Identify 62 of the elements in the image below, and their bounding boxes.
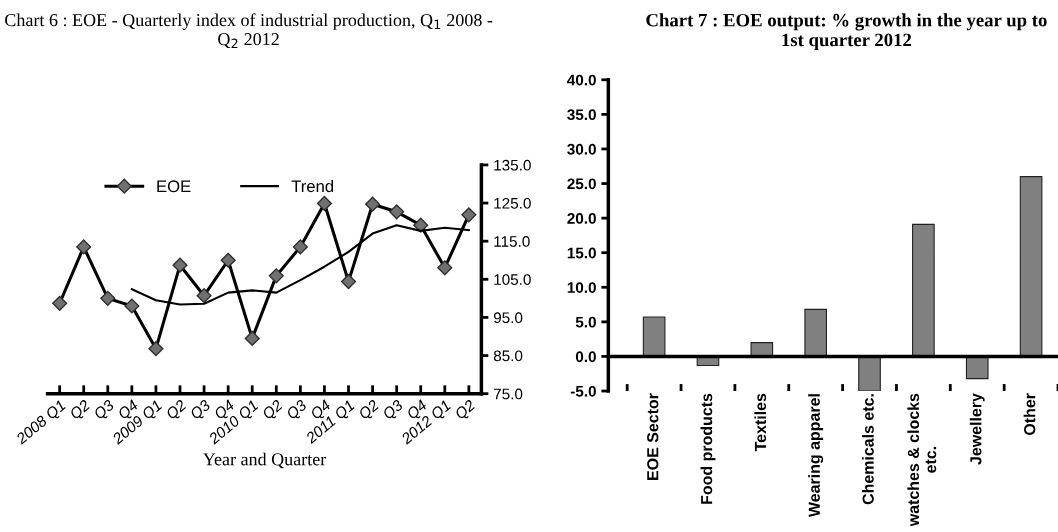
- point: [292, 239, 308, 255]
- y-tick-label: 25.0: [567, 178, 596, 190]
- point: [52, 295, 68, 311]
- x-tick-label: Jewellery: [969, 393, 985, 465]
- x-tick-label: Q3: [381, 398, 406, 422]
- y-tick-label: 5.0: [575, 316, 596, 328]
- y-tick-label: 40.0: [567, 74, 596, 86]
- y-tick-label: 35.0: [567, 109, 596, 121]
- x-tick-label: Q3: [285, 398, 310, 422]
- x-tick-label: watches & clocks etc.: [907, 393, 937, 527]
- point: [316, 195, 333, 211]
- x-tick-label: Wearing apparel: [808, 394, 824, 518]
- y-tick-label: 30.0: [567, 143, 596, 155]
- point: [172, 257, 188, 273]
- bar: [858, 355, 881, 392]
- point: [365, 196, 381, 212]
- point: [389, 204, 405, 220]
- y-tick-label: 75.0: [493, 388, 523, 400]
- y-tick-label: 10.0: [567, 282, 596, 293]
- x-tick-label: Q3: [93, 398, 117, 422]
- y-tick-label: 20.0: [567, 212, 596, 224]
- legend-label: Trend: [291, 179, 334, 193]
- x-tick-label: Q2: [68, 398, 93, 422]
- point: [244, 330, 260, 346]
- x-tick-label: Q2: [357, 398, 382, 422]
- x-tick-label: Q2: [454, 398, 478, 422]
- x-tick-label: Q3: [189, 398, 213, 422]
- y-tick-label: 95.0: [493, 312, 523, 324]
- y-tick-label: 15.0: [567, 247, 596, 259]
- point: [437, 260, 453, 276]
- y-tick-label: 105.0: [494, 274, 531, 285]
- x-tick-label: Chemicals etc.: [862, 394, 874, 505]
- bar: [912, 223, 935, 357]
- chart-title: Chart 7 : EOE output: % growth in the year up to 1st quarter 2012: [646, 13, 1047, 51]
- point: [268, 268, 284, 284]
- legend-label: EOE: [157, 180, 191, 193]
- x-tick-label: Other: [1023, 393, 1036, 436]
- point: [100, 290, 116, 306]
- x-tick-label: Textiles: [754, 393, 767, 452]
- x-tick-label: Food products: [700, 393, 716, 504]
- y-tick-label: -5.0: [570, 385, 596, 397]
- point: [124, 298, 140, 314]
- point: [196, 288, 212, 304]
- y-tick-label: 0.0: [575, 351, 596, 363]
- y-tick-label: 85.0: [493, 350, 523, 362]
- x-tick-label: Q2: [261, 398, 286, 422]
- point: [76, 239, 92, 255]
- point: [461, 207, 477, 223]
- y-tick-label: 125.0: [494, 197, 531, 209]
- x-tick-label: EOE Sector: [647, 393, 659, 480]
- point: [340, 274, 357, 290]
- point: [220, 252, 236, 268]
- y-tick-label: 115.0: [494, 236, 530, 247]
- bar: [804, 308, 827, 357]
- bar: [1019, 176, 1043, 357]
- x-axis-title: Year and Quarter: [202, 452, 327, 469]
- bar: [642, 316, 666, 357]
- bar: [965, 355, 989, 380]
- point: [148, 341, 164, 357]
- x-tick-label: Q2: [165, 398, 189, 422]
- y-tick-label: 135.0: [494, 159, 531, 171]
- chart-title: Chart 6 : EOE - Quarterly index of industrial production, Q$_{1}$ 2008 - Q$_{2}$ 2012: [5, 13, 493, 48]
